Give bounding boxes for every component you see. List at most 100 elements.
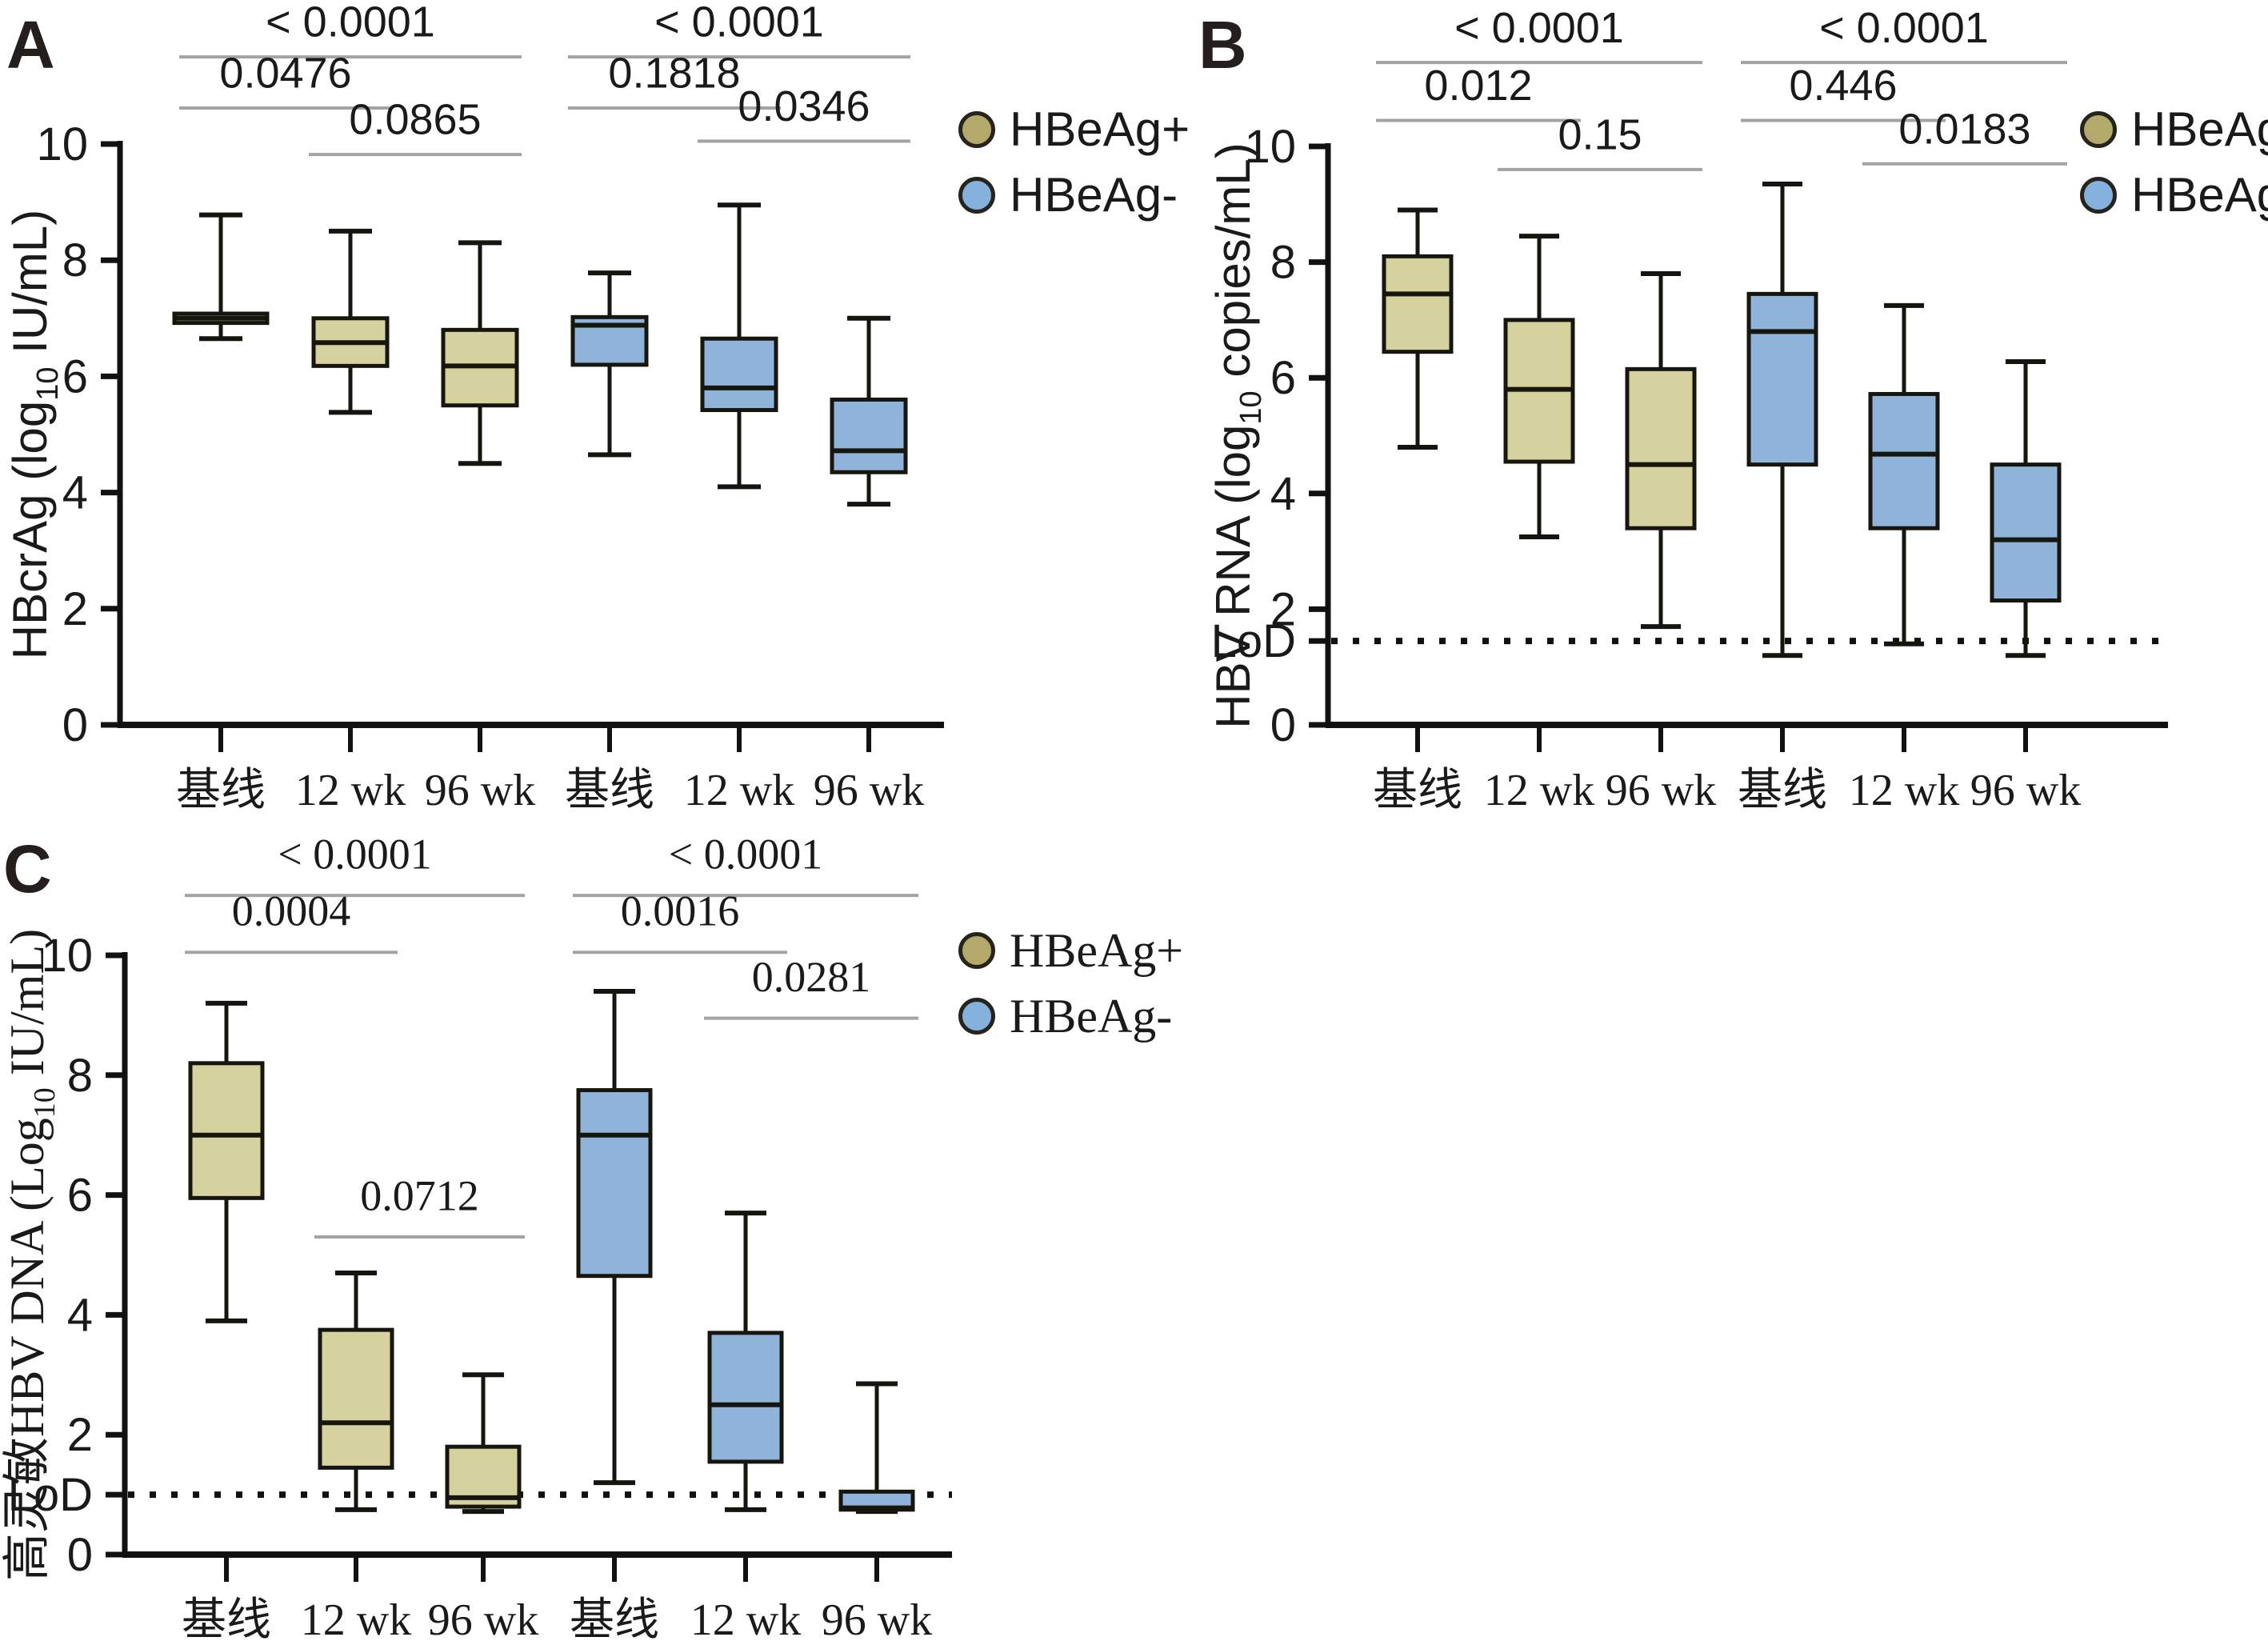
legend-label: HBeAg- [1010,168,1178,222]
box-plot-hbeag-negative [570,270,649,458]
box [1382,254,1454,354]
pvalue-label: 0.0865 [349,96,481,144]
panel-label-c: C [3,831,52,907]
y-tick-label: 6 [62,350,88,402]
y-tick-label: 0 [1270,699,1296,751]
category-label: 基线 [1373,766,1462,815]
category-label: 12 wk [1849,766,1959,815]
box-plot-hbeag-positive [172,212,270,342]
category-label: 96 wk [1970,766,2081,815]
category-label: 12 wk [295,766,406,815]
hbeag-positive-marker-icon [2080,111,2117,148]
y-tick-label: 0 [62,699,88,751]
panel-label-b: B [1198,7,1247,82]
legend-panel-b: HBeAg+ HBeAg- [2080,106,2268,219]
y-tick-label: 4 [1270,468,1296,520]
y-tick-label: 2 [1270,583,1296,635]
category-label: 12 wk [684,766,794,815]
box [188,1061,265,1200]
box-plot-hbeag-negative [700,202,778,490]
category-label: 12 wk [1484,766,1594,815]
box [1625,366,1697,530]
hbeag-positive-marker-icon [958,111,995,148]
category-label: 96 wk [428,1595,538,1645]
panel-label-a: A [6,7,55,82]
pvalue-label: 0.0281 [752,953,871,1001]
category-label: 基线 [176,766,266,815]
y-tick-label: 4 [67,1289,93,1341]
legend-label: HBeAg- [1010,990,1173,1043]
y-tick-label: 0 [67,1529,93,1581]
pvalue-label: 0.0712 [360,1171,479,1219]
legend-item-hbeag-negative: HBeAg- [958,171,1190,219]
box-plot-hbeag-positive [1625,271,1697,630]
hbeag-negative-marker-icon [958,177,995,214]
y-tick-label: 10 [36,118,88,170]
hbeag-positive-marker-icon [958,932,995,969]
box-plot-hbeag-positive [1382,207,1454,450]
pvalue-label: < 0.0001 [266,0,435,46]
y-tick-label: 10 [41,930,93,982]
legend-item-hbeag-positive: HBeAg+ [2080,106,2268,154]
box-plot-hbeag-negative [576,988,653,1486]
y-tick-label: 4 [62,467,88,519]
box-plot-hbeag-negative [707,1211,784,1512]
legend-label: HBeAg- [2131,168,2268,222]
pvalue-label: 0.0476 [219,50,351,98]
pvalue-label: < 0.0001 [1819,4,1989,52]
box-plot-hbeag-positive [441,240,519,466]
y-tick-label: 8 [62,234,88,286]
box [700,336,778,413]
category-label: 96 wk [822,1595,932,1645]
pvalue-label: 0.15 [1558,111,1642,159]
box-plot-hbeag-negative [830,315,908,507]
box [576,1088,653,1279]
pvalue-label: < 0.0001 [654,0,824,46]
legend-panel-c: HBeAg+ HBeAg- [958,927,1183,1040]
box-plot-hbeag-negative [1868,302,1940,646]
lod-label: LoD [8,1469,93,1521]
legend-item-hbeag-negative: HBeAg- [2080,171,2268,219]
pvalue-label: < 0.0001 [278,830,431,878]
box-plot-hbeag-negative [838,1381,915,1515]
y-tick-label: 2 [67,1409,93,1461]
pvalue-label: 0.0004 [232,887,351,935]
y-tick-label: 10 [1244,121,1296,173]
pvalue-label: 0.0346 [738,82,870,130]
pvalue-label: < 0.0001 [1454,4,1624,52]
y-tick-label: 2 [62,583,88,635]
hbeag-negative-marker-icon [2080,177,2117,214]
box [1990,462,2062,603]
hbeag-negative-marker-icon [958,998,995,1035]
pvalue-label: < 0.0001 [669,830,822,878]
legend-item-hbeag-negative: HBeAg- [958,992,1183,1040]
box [318,1327,394,1470]
y-axis-title: HBV RNA (log10 copies/mL) [1206,142,1268,729]
pvalue-label: 0.012 [1424,62,1532,110]
box [707,1331,784,1464]
box-plot-hbeag-positive [188,1000,265,1323]
legend-panel-a: HBeAg+ HBeAg- [958,106,1190,219]
category-label: 96 wk [1606,766,1716,815]
lod-label: LoD [1211,615,1296,667]
legend-label: HBeAg+ [1010,924,1184,977]
category-label: 12 wk [301,1595,411,1645]
category-label: 基线 [1738,766,1827,815]
category-label: 96 wk [425,766,535,815]
category-label: 96 wk [814,766,924,815]
box [830,397,908,474]
category-label: 基线 [182,1595,271,1645]
pvalue-label: 0.0183 [1898,105,2030,153]
pvalue-label: 0.446 [1789,62,1897,110]
legend-label: HBeAg+ [1010,102,1190,156]
y-axis-title: HBcrAg (log10 IU/mL) [3,210,65,659]
box-plot-hbeag-positive [318,1270,394,1512]
box-plot-hbeag-positive [1503,234,1575,540]
legend-item-hbeag-positive: HBeAg+ [958,927,1183,975]
y-tick-label: 6 [1270,352,1296,404]
box-plot-hbeag-positive [445,1372,522,1515]
box [1746,291,1818,467]
